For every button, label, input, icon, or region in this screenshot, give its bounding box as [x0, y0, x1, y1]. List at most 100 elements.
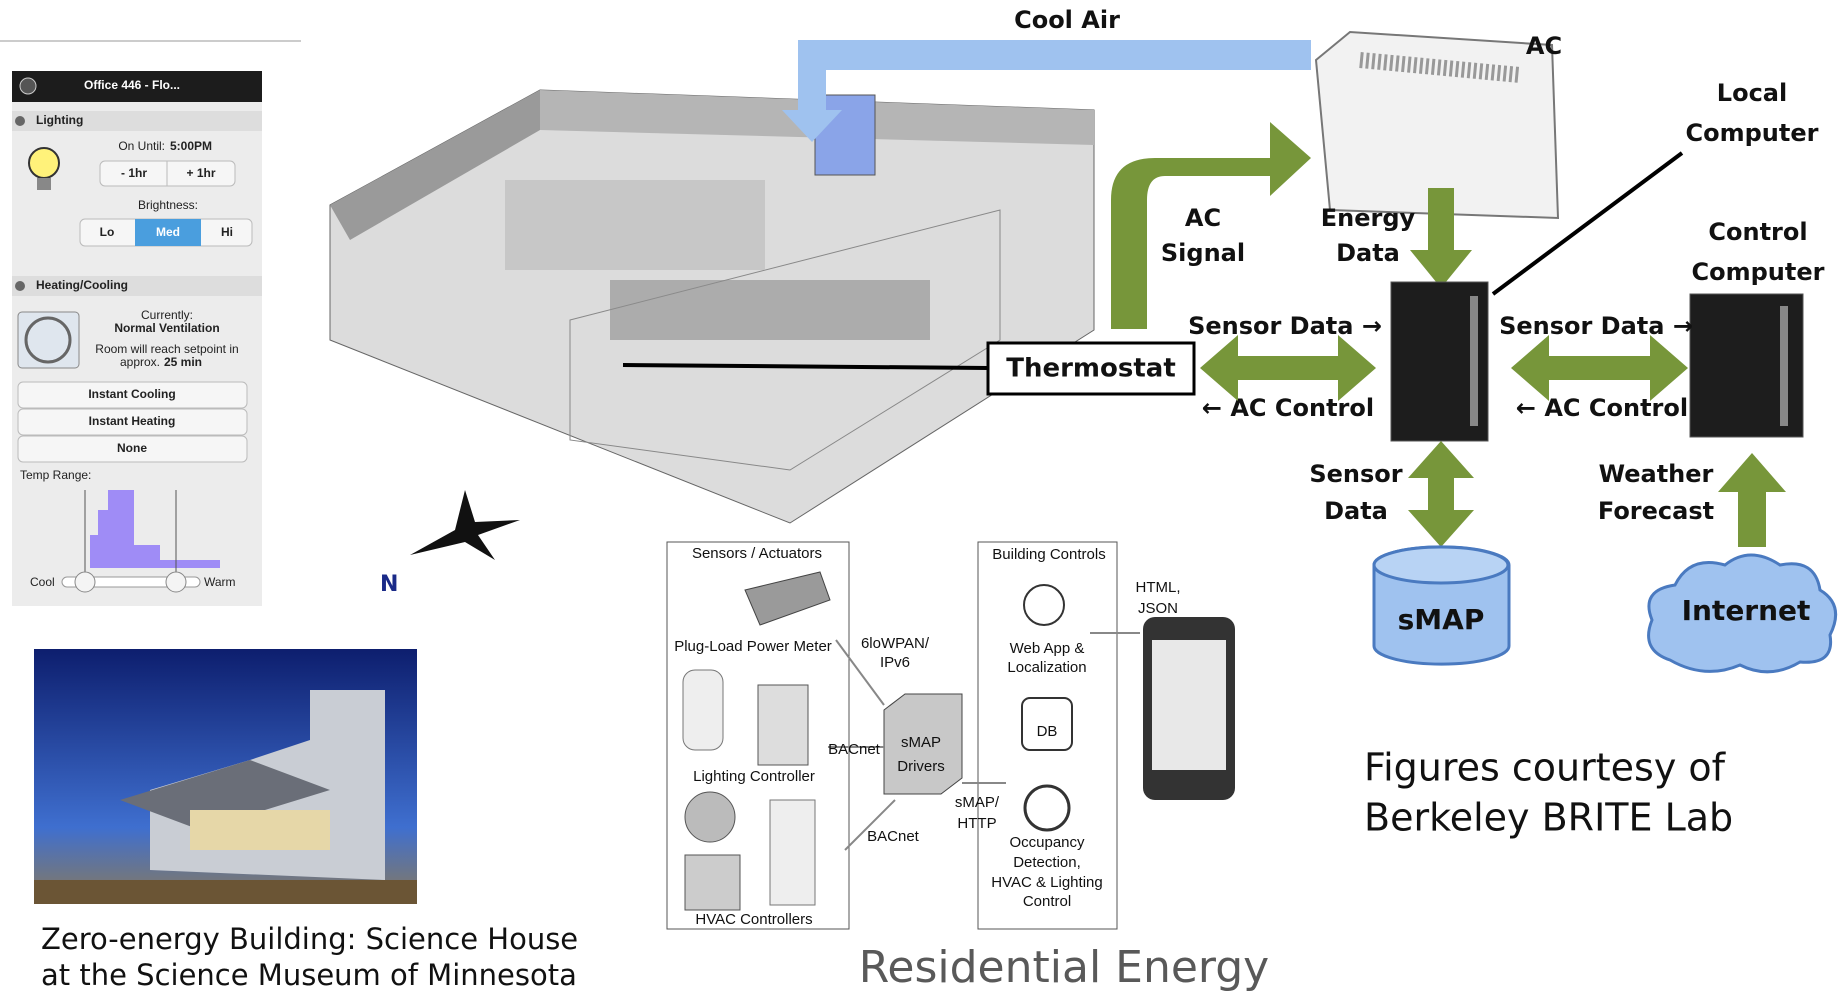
button-label: Instant Heating [89, 414, 176, 428]
double-arrow [1511, 335, 1688, 401]
ground [34, 880, 417, 904]
label: Local [1717, 79, 1787, 107]
controller-icon [758, 685, 808, 765]
label: sMAP [1398, 603, 1485, 636]
label: ← AC Control [1202, 394, 1374, 422]
label: DB [1037, 723, 1058, 740]
slider-min: Cool [30, 575, 55, 589]
collapse-icon [15, 281, 25, 291]
setpoint-text: approx. [120, 355, 160, 369]
label: Forecast [1598, 497, 1714, 525]
label: Energy [1321, 204, 1416, 232]
app-title: Office 446 - Flo... [84, 78, 180, 92]
windows [190, 810, 330, 850]
setpoint-time: 25 min [164, 355, 202, 369]
segment-label: Med [156, 225, 180, 239]
label: Signal [1161, 239, 1245, 267]
brightness-label: Brightness: [138, 198, 198, 212]
section-title: Heating/Cooling [36, 278, 128, 292]
fan-icon [685, 855, 740, 910]
compass-north: N [380, 572, 398, 597]
box-title: Building Controls [992, 546, 1105, 563]
label: Internet [1682, 594, 1811, 627]
label: sMAP [901, 734, 941, 751]
gauge-icon [685, 792, 735, 842]
slider-handle [166, 572, 186, 592]
label: HTTP [957, 815, 996, 832]
status-label: Currently: [141, 308, 193, 322]
device-label: Plug-Load Power Meter [674, 638, 832, 655]
label: Detection, [1013, 854, 1081, 871]
slide-title: Residential Energy [859, 942, 1269, 993]
caption: Zero-energy Building: Science House [41, 922, 578, 956]
double-arrow [1408, 441, 1474, 547]
db-top [1374, 547, 1508, 583]
temp-range-label: Temp Range: [20, 468, 91, 482]
credit: Berkeley BRITE Lab [1364, 796, 1733, 840]
bulb-base [37, 178, 51, 190]
button-label: Instant Cooling [88, 387, 175, 401]
compass [410, 490, 520, 560]
on-until-time: 5:00PM [170, 139, 212, 153]
double-arrow [1200, 335, 1376, 401]
slide: Office 446 - Flo... Lighting On Until: 5… [0, 0, 1844, 994]
device-label: Lighting Controller [693, 768, 815, 785]
slider-max: Warm [204, 575, 236, 589]
controller-icon [770, 800, 815, 905]
label: sMAP/ [955, 794, 1000, 811]
forecast-arrow [1718, 453, 1786, 547]
back-button [20, 78, 36, 94]
on-until-label: On Until: [118, 139, 165, 153]
label: HTML, [1136, 579, 1181, 596]
button-label: None [117, 441, 147, 455]
label: Localization [1007, 659, 1086, 676]
label: Sensor Data → [1499, 312, 1693, 340]
status-value: Normal Ventilation [114, 321, 219, 335]
desks [610, 280, 930, 340]
phone-screen [1152, 640, 1226, 770]
label: Web App & [1010, 640, 1085, 657]
bulb-icon [29, 148, 59, 178]
page: Residential Energy {"phone_app": {"heade… [0, 0, 1844, 994]
label: 6loWPAN/ [861, 635, 930, 652]
segment-label: Lo [100, 225, 115, 239]
segment-label: Hi [221, 225, 233, 239]
label: Sensor Data → [1188, 312, 1382, 340]
label: Weather [1599, 460, 1714, 488]
label: IPv6 [880, 654, 910, 671]
shelves [505, 180, 765, 270]
box-title: Sensors / Actuators [692, 545, 822, 562]
label: BACnet [828, 741, 881, 758]
label: Control [1708, 218, 1807, 246]
label: Thermostat [1006, 354, 1176, 384]
label: BACnet [867, 828, 920, 845]
label: Occupancy [1009, 834, 1085, 851]
section-title: Lighting [36, 113, 83, 127]
label: Control [1023, 893, 1071, 910]
label: JSON [1138, 600, 1178, 617]
body: Office 446 - Flo... Lighting On Until: 5… [0, 0, 1844, 994]
label: Drivers [897, 758, 945, 775]
label: Cool Air [1014, 6, 1120, 34]
label: ← AC Control [1516, 394, 1688, 422]
caption: at the Science Museum of Minnesota [41, 958, 577, 992]
label: Data [1336, 239, 1400, 267]
setpoint-text: Room will reach setpoint in [95, 342, 238, 356]
server-trim [1780, 306, 1788, 426]
device-label: HVAC Controllers [695, 911, 812, 928]
label: Computer [1692, 258, 1825, 286]
globe-icon [1024, 585, 1064, 625]
label: Sensor [1309, 460, 1402, 488]
credit: Figures courtesy of [1364, 746, 1727, 790]
label: HVAC & Lighting [991, 874, 1102, 891]
bulb-icon [683, 670, 723, 750]
slider-handle [75, 572, 95, 592]
collapse-icon [15, 116, 25, 126]
label: Computer [1686, 119, 1819, 147]
label: Data [1324, 497, 1388, 525]
button-label: - 1hr [121, 166, 147, 180]
server-trim [1470, 296, 1478, 426]
button-label: + 1hr [186, 166, 215, 180]
label: AC [1526, 32, 1562, 60]
label: AC [1185, 204, 1221, 232]
